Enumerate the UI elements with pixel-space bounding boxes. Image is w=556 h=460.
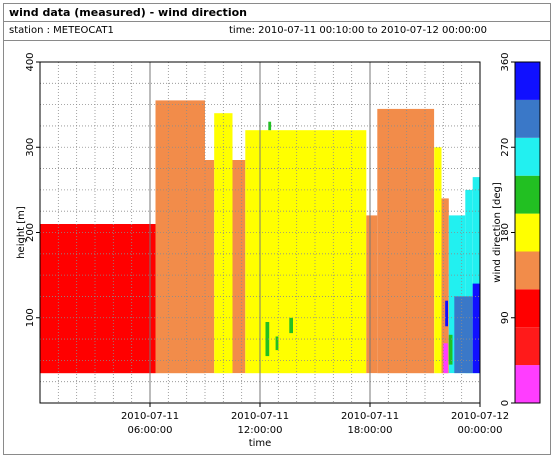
colorbar: 0 90 180 270 360 [500,52,541,406]
x-axis-label: time [249,438,272,449]
data-cell [465,189,473,374]
title-bar: wind data (measured) - wind direction [4,4,550,22]
chart-title: wind data (measured) - wind direction [9,6,247,19]
data-cell [472,177,480,374]
colorbar-tick-label: 180 [500,223,511,242]
data-cell [268,121,272,131]
colorbar-label: wind direction [deg] [492,182,503,283]
colorbar-bin [515,62,540,100]
data-cell [454,296,473,374]
time-range-label: time: 2010-07-11 00:10:00 to 2010-07-12 … [229,25,487,36]
data-cell [232,160,246,374]
station-label: station : METEOCAT1 [9,25,114,36]
x-tick-label-date: 2010-07-11 [341,411,399,422]
colorbar-bin [515,289,540,328]
axis-layer: 100 200 300 400 2010-07-11 06:00:00 2010-07-11… [25,52,509,436]
x-tick-label-time: 00:00:00 [458,425,503,436]
x-tick-label-date: 2010-07-12 [451,411,509,422]
colorbar-bin [515,213,540,252]
data-cell [265,322,270,357]
colorbar-tick-label: 270 [500,138,511,157]
y-tick-label: 400 [25,52,36,71]
data-cell [214,113,233,374]
data-cell [245,130,367,374]
colorbar-bin [515,251,540,290]
data-cell [40,224,156,374]
grid-layer [40,62,480,403]
data-cell [443,343,448,374]
y-axis-label: height [m] [16,206,27,259]
data-cell [441,198,449,374]
data-cell [275,336,279,351]
data-cell [205,160,215,374]
y-tick-label: 200 [25,223,36,242]
x-tick-label-date: 2010-07-11 [231,411,289,422]
colorbar-bin [515,99,540,138]
data-cell [377,108,435,374]
data-cell [434,147,442,374]
data-cell [448,334,453,365]
colorbar-tick-label: 0 [500,400,511,406]
colorbar-bin [515,365,540,403]
colorbar-bin [515,175,540,214]
data-cell [472,283,480,374]
data-cell [289,317,293,334]
colorbar-tick-label: 360 [500,52,511,71]
x-tick-label-date: 2010-07-11 [121,411,179,422]
colorbar-tick-label: 90 [500,311,511,324]
data-cell [155,100,205,374]
data-cell [445,300,448,327]
colorbar-bin [515,327,540,366]
y-tick-label: 100 [25,308,36,327]
data-cell [366,215,378,374]
x-tick-label-time: 06:00:00 [128,425,173,436]
colorbar-bin [515,137,540,176]
info-bar: station : METEOCAT1 time: 2010-07-11 00:… [4,22,550,41]
x-tick-label-time: 18:00:00 [348,425,393,436]
x-tick-label-time: 12:00:00 [238,425,283,436]
heatmap-layer [40,100,480,374]
y-tick-label: 300 [25,138,36,157]
